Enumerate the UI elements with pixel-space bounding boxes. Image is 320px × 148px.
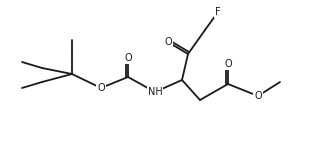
Text: O: O — [224, 59, 232, 69]
Text: O: O — [124, 53, 132, 63]
Text: O: O — [97, 83, 105, 93]
Text: F: F — [215, 7, 221, 17]
Text: O: O — [164, 37, 172, 47]
Text: O: O — [254, 91, 262, 101]
Text: NH: NH — [148, 87, 162, 97]
